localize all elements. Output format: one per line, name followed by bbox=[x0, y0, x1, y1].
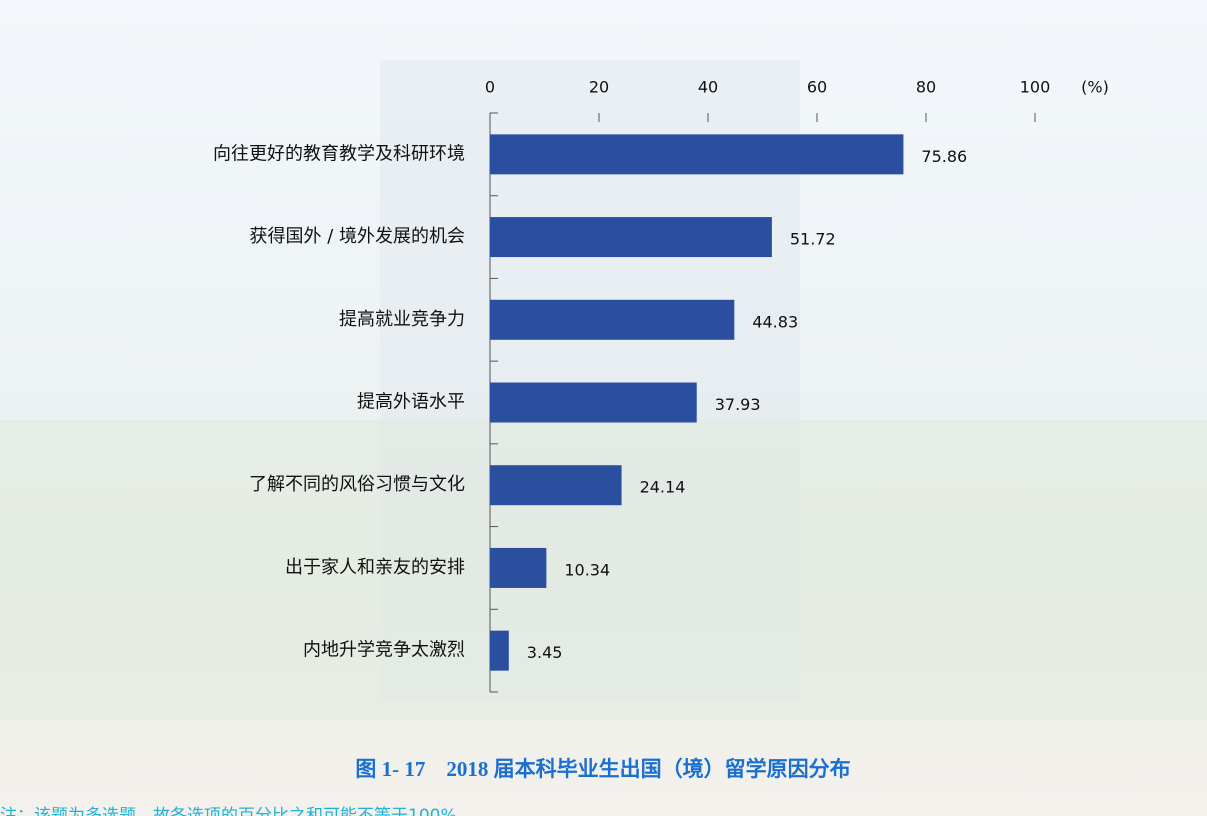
x-tick-label: 80 bbox=[916, 78, 936, 97]
value-label: 24.14 bbox=[640, 478, 686, 497]
y-tick-label: 出于家人和亲友的安排 bbox=[285, 557, 465, 578]
y-tick-label: 提高就业竞争力 bbox=[339, 309, 465, 330]
x-tick-label: 60 bbox=[807, 78, 827, 97]
y-tick-label: 了解不同的风俗习惯与文化 bbox=[249, 474, 465, 495]
x-tick-label: 0 bbox=[485, 78, 495, 97]
y-tick-label: 获得国外 / 境外发展的机会 bbox=[249, 226, 465, 247]
bar bbox=[490, 383, 697, 423]
value-label: 10.34 bbox=[564, 560, 610, 579]
x-tick-label: 40 bbox=[698, 78, 718, 97]
bar bbox=[490, 631, 509, 671]
chart-note: 注：该题为多选题，故各选项的百分比之和可能不等于100% bbox=[0, 806, 457, 816]
x-tick-label: 100 bbox=[1020, 78, 1051, 97]
page: (%) 图 1- 17 2018 届本科毕业生出国（境）留学原因分布 注：该题为… bbox=[0, 0, 1207, 816]
bar bbox=[490, 300, 734, 340]
bar bbox=[490, 217, 772, 257]
x-tick-label: 20 bbox=[589, 78, 609, 97]
y-tick-label: 提高外语水平 bbox=[357, 392, 465, 413]
y-tick-label: 向往更好的教育教学及科研环境 bbox=[213, 143, 465, 164]
chart: (%) 图 1- 17 2018 届本科毕业生出国（境）留学原因分布 注：该题为… bbox=[0, 0, 1207, 816]
bar bbox=[490, 548, 546, 588]
value-label: 75.86 bbox=[921, 147, 967, 166]
bar bbox=[490, 465, 622, 505]
chart-caption: 图 1- 17 2018 届本科毕业生出国（境）留学原因分布 bbox=[355, 757, 850, 781]
bar bbox=[490, 134, 903, 174]
value-label: 44.83 bbox=[752, 312, 798, 331]
value-label: 3.45 bbox=[527, 643, 563, 662]
value-label: 37.93 bbox=[715, 395, 761, 414]
y-tick-label: 内地升学竞争太激烈 bbox=[303, 640, 465, 661]
value-label: 51.72 bbox=[790, 230, 836, 249]
x-axis-unit: (%) bbox=[1081, 78, 1109, 97]
